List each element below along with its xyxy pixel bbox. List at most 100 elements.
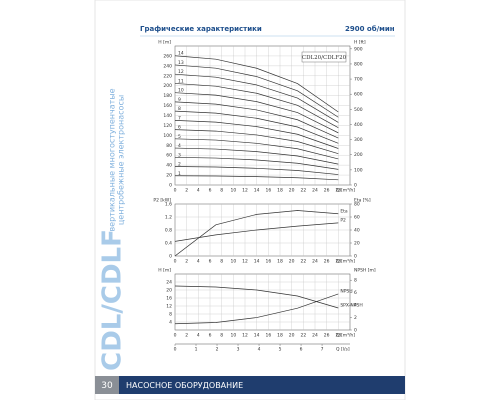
curve: [174, 285, 339, 309]
curve-label: 9: [178, 97, 181, 103]
x-tick-label: 22: [300, 259, 306, 265]
curve-label: 4: [178, 143, 181, 149]
y-tick-label: 200: [163, 83, 172, 89]
curve-label: Eta: [340, 208, 348, 214]
x-tick-label: 18: [277, 333, 283, 339]
x-tick-label: 10: [230, 333, 236, 339]
x-axis-label: Q [m³/h]: [336, 188, 355, 194]
charts: 0204060801001201401601802002202402600100…: [153, 40, 375, 353]
y2-tick-label: 6: [354, 290, 357, 296]
x-tick-label: 10: [230, 259, 236, 265]
x-tick-label: 24: [312, 259, 318, 265]
curve-label: 10: [178, 88, 184, 94]
footer-section: НАСОСНОЕ ОБОРУДОВАНИЕ: [126, 381, 243, 390]
curve: [174, 210, 339, 257]
x-tick-label: 16: [265, 188, 271, 194]
y2-tick-label: 0: [354, 183, 357, 189]
x-tick-label: 16: [265, 333, 271, 339]
y2-tick-label: 8: [354, 278, 357, 284]
curve: [174, 55, 339, 113]
curve: [174, 147, 339, 165]
x-tick-label: 4: [197, 259, 200, 265]
x-tick-label: 20: [289, 259, 295, 265]
y-axis-label: P2 [kW]: [153, 198, 171, 204]
x-tick-label: 20: [289, 188, 295, 194]
y2-tick-label: 600: [354, 92, 363, 98]
y2-tick-label: 40: [354, 228, 360, 234]
curve-label: 1: [178, 171, 181, 177]
y-tick-label: 0: [169, 183, 172, 189]
x-tick-label: 22: [300, 188, 306, 194]
x-tick-label: 12: [242, 333, 248, 339]
x-tick-label: 10: [230, 188, 236, 194]
curve-label: 2: [178, 162, 181, 168]
curve-label: SPX-NPSH: [340, 303, 362, 309]
x-tick-label: 24: [312, 333, 318, 339]
y-tick-label: 160: [163, 103, 172, 109]
x-tick-label: 24: [312, 188, 318, 194]
x-tick-label: 28: [335, 259, 341, 265]
curve: [174, 293, 339, 325]
footer-bar: [95, 376, 405, 394]
y-tick-label: 140: [163, 113, 172, 119]
y-tick-label: 0.4: [165, 241, 172, 247]
y2-tick-label: 900: [354, 46, 363, 52]
y2-tick-label: 200: [354, 152, 363, 158]
curve-label: P2: [340, 217, 346, 223]
x-tick-label: 4: [197, 188, 200, 194]
y-tick-label: 260: [163, 53, 172, 59]
curve: [174, 138, 339, 160]
y-tick-label: 8: [169, 312, 172, 318]
x-tick-label: 22: [300, 333, 306, 339]
x-tick-label: 8: [220, 333, 223, 339]
x-tick-label: 6: [209, 333, 212, 339]
x-tick-label: 26: [324, 188, 330, 194]
page-number: 30: [101, 381, 113, 391]
x2-tick-label: 2: [216, 347, 219, 353]
curve: [174, 166, 339, 175]
x2-tick-label: 0: [174, 347, 177, 353]
curve: [174, 83, 339, 128]
x-tick-label: 2: [185, 188, 188, 194]
y2-tick-label: 500: [354, 107, 363, 113]
x-tick-label: 2: [185, 259, 188, 265]
side-description: центробежные электронасосы: [117, 95, 126, 225]
curve-label: 12: [178, 69, 184, 75]
curve-label: 5: [178, 134, 181, 140]
curve: [174, 175, 339, 181]
curve: [174, 101, 339, 139]
curve-label: NPSH: [340, 288, 352, 294]
x-tick-label: 2: [185, 333, 188, 339]
x2-tick-label: 7: [321, 347, 324, 353]
x-tick-label: 8: [220, 259, 223, 265]
y2-tick-label: 800: [354, 61, 363, 67]
curve: [174, 120, 339, 149]
y-tick-label: 40: [166, 163, 172, 169]
y2-tick-label: 60: [354, 215, 360, 221]
x-axis-label: Q [m³/h]: [336, 333, 355, 339]
y2-tick-label: 300: [354, 137, 363, 143]
chart-label-box: [301, 51, 347, 63]
x2-tick-label: 6: [300, 347, 303, 353]
y-tick-label: 60: [166, 153, 172, 159]
x-tick-label: 6: [209, 188, 212, 194]
y-tick-label: 180: [163, 93, 172, 99]
y2-tick-label: 20: [354, 241, 360, 247]
x-tick-label: 26: [324, 259, 330, 265]
x-tick-label: 14: [254, 259, 260, 265]
header-speed: 2900 об/мин: [345, 25, 395, 33]
y-tick-label: 1.2: [165, 215, 172, 221]
y-tick-label: 12: [166, 304, 172, 310]
y-tick-label: 1.6: [165, 202, 172, 208]
x-tick-label: 12: [242, 188, 248, 194]
x2-tick-label: 1: [195, 347, 198, 353]
curve: [174, 156, 339, 170]
y2-tick-label: 0: [354, 254, 357, 260]
curve: [174, 110, 339, 144]
x-tick-label: 8: [220, 188, 223, 194]
x2-tick-label: 3: [237, 347, 240, 353]
y-tick-label: 24: [166, 280, 172, 286]
x-tick-label: 18: [277, 188, 283, 194]
y2-tick-label: 80: [354, 202, 360, 208]
